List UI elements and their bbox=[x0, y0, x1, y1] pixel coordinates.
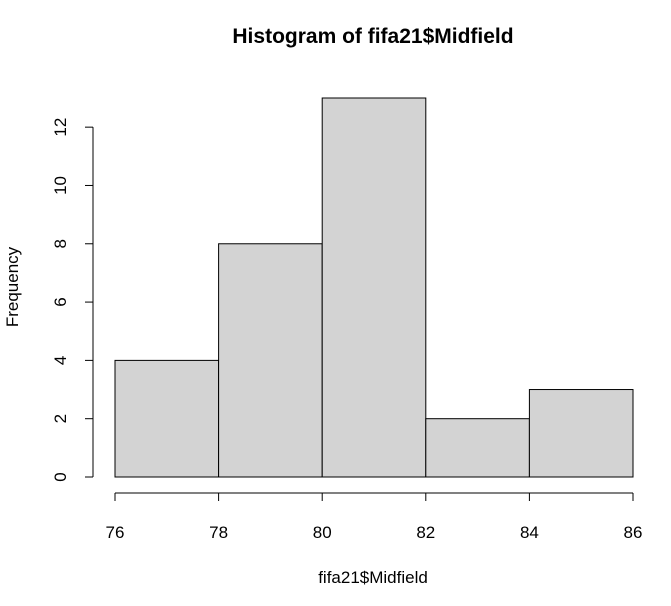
histogram-bar-3 bbox=[425, 418, 530, 478]
chart-title: Histogram of fifa21$Midfield bbox=[232, 25, 513, 48]
y-tick-label-5: 10 bbox=[51, 176, 70, 195]
x-tick-label-0: 76 bbox=[106, 523, 125, 542]
y-tick-label-2: 4 bbox=[51, 356, 70, 365]
x-axis: 76 78 80 82 84 86 bbox=[106, 492, 643, 542]
histogram-bar-2 bbox=[321, 97, 427, 478]
y-tick-label-1: 2 bbox=[51, 414, 70, 423]
bars-group bbox=[114, 97, 634, 478]
y-axis-label: Frequency bbox=[3, 246, 22, 327]
histogram-bar-4 bbox=[528, 389, 634, 478]
y-tick-label-3: 6 bbox=[51, 297, 70, 306]
x-axis-label: fifa21$Midfield bbox=[318, 568, 428, 587]
x-tick-label-3: 82 bbox=[416, 523, 435, 542]
y-tick-label-4: 8 bbox=[51, 239, 70, 248]
y-tick-label-6: 12 bbox=[51, 118, 70, 137]
x-tick-label-4: 84 bbox=[520, 523, 539, 542]
histogram-bar-1 bbox=[218, 243, 323, 478]
x-tick-label-5: 86 bbox=[624, 523, 643, 542]
x-tick-label-2: 80 bbox=[313, 523, 332, 542]
y-tick-label-0: 0 bbox=[51, 472, 70, 481]
histogram-bar-0 bbox=[114, 359, 220, 478]
x-tick-label-1: 78 bbox=[209, 523, 228, 542]
y-axis: 0 2 4 6 8 10 12 bbox=[51, 118, 94, 482]
